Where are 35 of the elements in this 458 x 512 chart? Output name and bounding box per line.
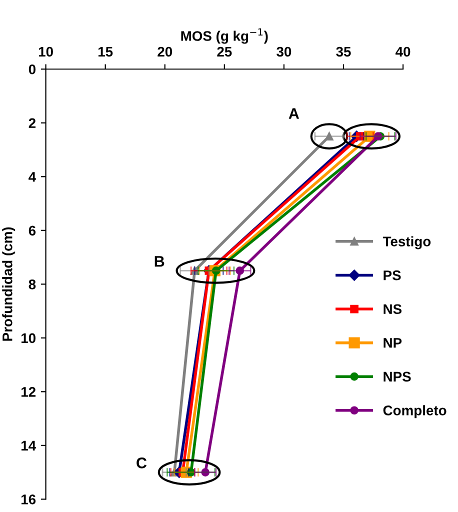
y-tick-label: 14 (22, 440, 36, 450)
annotation: B (154, 256, 164, 267)
x-tick-label: 10 (38, 46, 53, 57)
y-tick-label: 6 (28, 226, 36, 236)
annotation: A (288, 108, 300, 119)
x-tick-label: 30 (276, 46, 292, 57)
y-tick-label: 4 (28, 172, 36, 182)
x-tick-label: 25 (217, 46, 232, 57)
legend-label: NP (384, 338, 402, 348)
y-tick-label: 2 (28, 118, 36, 128)
legend-label: NS (384, 304, 402, 314)
point (190, 266, 199, 275)
y-tick-label: 0 (28, 64, 36, 74)
point (212, 266, 220, 275)
x-tick-label: 20 (158, 46, 172, 57)
legend-label: PS (384, 270, 401, 280)
legend-label: Completo (383, 405, 446, 418)
legend-label: NPS (384, 372, 411, 382)
y-tick-label: 8 (28, 279, 36, 290)
x-tick-label: 35 (336, 46, 351, 57)
point (356, 132, 364, 140)
x-tick-label: 40 (396, 46, 410, 57)
point (201, 468, 210, 476)
point (374, 132, 382, 140)
point (186, 468, 196, 476)
y-axis-title: Profundidad (cm) (2, 227, 16, 341)
x-tick-label: 15 (98, 46, 113, 57)
point (364, 130, 376, 142)
annotation: C (136, 458, 147, 468)
y-tick-label: 12 (22, 387, 36, 397)
y-tick-label: 16 (22, 494, 36, 504)
point (236, 266, 244, 275)
x-axis-title: MOS (g kg$^{−1}$) (181, 28, 268, 44)
y-tick-label: 10 (22, 333, 36, 344)
legend-label: Testigo (382, 236, 431, 250)
